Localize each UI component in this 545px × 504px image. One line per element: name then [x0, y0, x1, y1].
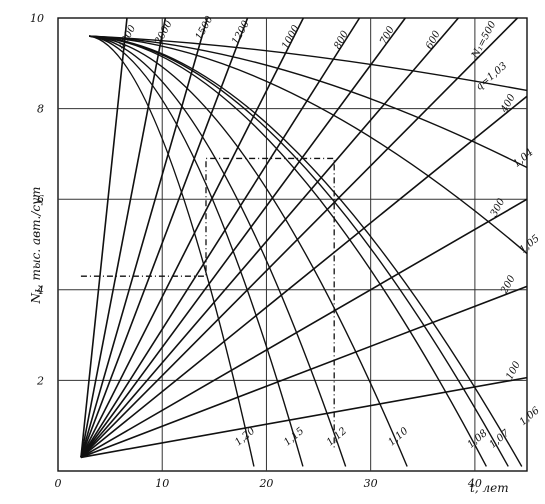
- label-layer: 4000 2000 1500 1200 1000 800 700 600 N₁=50040030…: [116, 14, 542, 451]
- n1-curve: [80, 17, 209, 458]
- n1-curve: [80, 95, 528, 459]
- y-axis-label: N₁, тыс. авт./сут: [29, 187, 43, 305]
- curve-layer: [80, 17, 528, 467]
- n1-curve-label: 700: [378, 24, 397, 47]
- q-curve: [89, 35, 509, 467]
- n1-curve-label: 1200: [230, 18, 252, 46]
- x-tick-label: 0: [55, 477, 62, 490]
- n1-curve: [80, 17, 128, 458]
- grid-layer: [57, 17, 528, 472]
- x-tick-label: 40: [467, 477, 482, 490]
- q-curve: [89, 35, 304, 467]
- q-curve-label: 1,12: [325, 426, 349, 449]
- n1-curve: [80, 198, 528, 459]
- n1-curve-label: 1000: [280, 23, 302, 51]
- n1-curve-label: 400: [499, 92, 518, 115]
- q-curve-label: 1,08: [466, 428, 490, 451]
- n1-curve: [80, 376, 528, 459]
- plot-frame: [57, 17, 528, 472]
- q-curve: [89, 35, 255, 467]
- n1-curve: [80, 17, 249, 458]
- n1-curve-label: N₁=500: [469, 19, 498, 61]
- example-path: [80, 157, 335, 449]
- q-curve-label: 1,15: [282, 426, 306, 449]
- q-curve: [89, 35, 408, 467]
- x-tick-label: 20: [258, 477, 273, 490]
- q-curve-label: 1,05: [518, 233, 542, 256]
- q-curve: [89, 35, 347, 467]
- x-tick-label: 30: [364, 477, 378, 490]
- n1-curve: [80, 17, 167, 458]
- n1-curve: [80, 17, 459, 458]
- n1-curve: [80, 17, 305, 458]
- n1-curve: [80, 17, 519, 458]
- q-curve: [89, 35, 487, 467]
- q-curve-label: q=1,03: [474, 61, 509, 93]
- y-tick-label: 4: [36, 284, 44, 297]
- x-axis-label: t, лет: [470, 481, 509, 495]
- n1-curve: [80, 17, 406, 458]
- n1-curve-label: 2000: [153, 18, 175, 47]
- n1-curve: [80, 17, 361, 458]
- y-tick-label: 10: [30, 12, 44, 25]
- n1-curve: [80, 285, 528, 459]
- q-curve: [89, 35, 528, 92]
- y-tick-label: 2: [36, 374, 44, 387]
- n1-curve-label: 800: [332, 29, 351, 52]
- q-curve-label: 1,06: [518, 405, 543, 428]
- q-curve-label: 1,07: [487, 427, 512, 450]
- x-tick-label: 10: [155, 477, 169, 490]
- example-path-layer: [80, 157, 335, 449]
- n1-curve-label: 200: [499, 273, 518, 296]
- y-tick-label: 8: [37, 103, 44, 116]
- axes-layer: t, лет N₁, тыс. авт./сут 0 10 20 30 40 2 4 6 8 10: [29, 12, 509, 495]
- y-tick-label: 6: [37, 193, 44, 206]
- q-curve: [89, 35, 528, 255]
- q-curve: [89, 35, 528, 169]
